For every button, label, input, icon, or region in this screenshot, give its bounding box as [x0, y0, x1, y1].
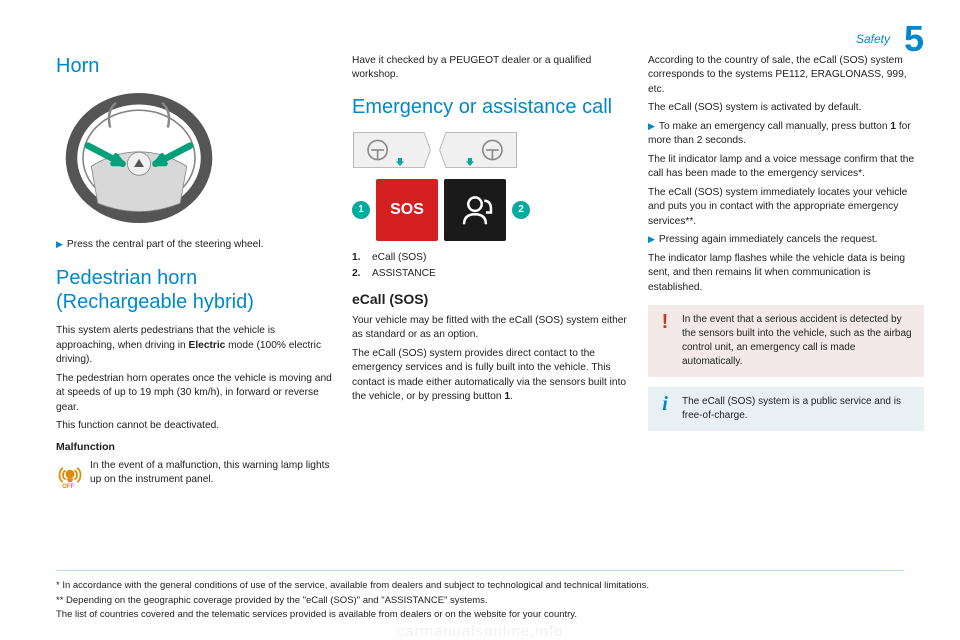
category-label: Safety	[856, 32, 890, 46]
alert-icon: !	[654, 311, 676, 333]
callout-1-icon: 1	[352, 201, 370, 219]
emergency-title: Emergency or assistance call	[352, 95, 628, 119]
pedestrian-p3: This function cannot be deactivated.	[56, 419, 332, 433]
c3-p1: According to the country of sale, the eC…	[648, 54, 924, 97]
horn-title: Horn	[56, 54, 332, 78]
horn-instruction: ▶Press the central part of the steering …	[56, 238, 332, 252]
info-box: i The eCall (SOS) system is a public ser…	[648, 387, 924, 431]
c3-p7: The indicator lamp flashes while the veh…	[648, 252, 924, 295]
c3-p6: ▶Pressing again immediately cancels the …	[648, 233, 924, 247]
emergency-illustration: 1 SOS 2	[352, 129, 628, 241]
ecall-p1: Your vehicle may be fitted with the eCal…	[352, 314, 628, 343]
malfunction-block: OFF In the event of a malfunction, this …	[56, 459, 332, 494]
bullet-icon: ▶	[648, 233, 655, 246]
sos-button-icon: SOS	[376, 179, 438, 241]
column-3: According to the country of sale, the eC…	[648, 54, 924, 576]
pedestrian-p1: This system alerts pedestrians that the …	[56, 324, 332, 367]
ecall-p2: The eCall (SOS) system provides direct c…	[352, 347, 628, 405]
svg-text:OFF: OFF	[62, 483, 74, 489]
assistance-button-icon	[444, 179, 506, 241]
bullet-icon: ▶	[56, 238, 63, 251]
pedestrian-p2: The pedestrian horn operates once the ve…	[56, 372, 332, 415]
ecall-subtitle: eCall (SOS)	[352, 290, 628, 310]
c3-p4: The lit indicator lamp and a voice messa…	[648, 153, 924, 182]
alert-text: In the event that a serious accident is …	[682, 314, 912, 367]
malfunction-warning-icon: OFF	[56, 461, 84, 494]
visor-right-icon	[438, 129, 518, 171]
check-dealer-text: Have it checked by a PEUGEOT dealer or a…	[352, 54, 628, 83]
pedestrian-horn-title: Pedestrian horn (Rechargeable hybrid)	[56, 266, 332, 314]
alert-box: ! In the event that a serious accident i…	[648, 305, 924, 377]
bullet-icon: ▶	[648, 120, 655, 133]
callout-list: 1.eCall (SOS) 2.ASSISTANCE	[352, 251, 628, 282]
footnote-2: ** Depending on the geographic coverage …	[56, 594, 904, 608]
visor-left-icon	[352, 129, 432, 171]
malfunction-title: Malfunction	[56, 440, 332, 455]
callout-2-icon: 2	[512, 201, 530, 219]
info-text: The eCall (SOS) system is a public servi…	[682, 396, 901, 421]
steering-wheel-illustration	[54, 88, 224, 228]
malfunction-text: In the event of a malfunction, this warn…	[90, 460, 330, 485]
footnotes: * In accordance with the general conditi…	[56, 570, 904, 622]
c3-p3: ▶To make an emergency call manually, pre…	[648, 120, 924, 149]
footnote-1: * In accordance with the general conditi…	[56, 579, 904, 593]
info-icon: i	[654, 393, 676, 415]
c3-p5: The eCall (SOS) system immediately locat…	[648, 186, 924, 229]
column-1: Horn ▶Press the central part of the stee…	[56, 54, 332, 576]
footnote-3: The list of countries covered and the te…	[56, 608, 904, 622]
c3-p2: The eCall (SOS) system is activated by d…	[648, 101, 924, 115]
column-2: Have it checked by a PEUGEOT dealer or a…	[352, 54, 628, 576]
watermark: carmanualsonline.info	[0, 623, 960, 640]
page-columns: Horn ▶Press the central part of the stee…	[56, 54, 924, 576]
